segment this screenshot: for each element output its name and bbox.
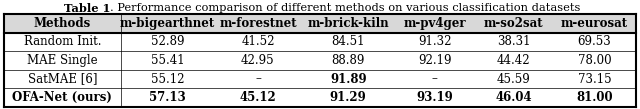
- Text: MAE Single: MAE Single: [27, 54, 98, 67]
- Text: m-so2sat: m-so2sat: [484, 17, 543, 30]
- Text: 42.95: 42.95: [241, 54, 275, 67]
- Text: 46.04: 46.04: [495, 91, 532, 104]
- Text: Methods: Methods: [34, 17, 91, 30]
- Text: 91.89: 91.89: [330, 73, 367, 86]
- Text: 92.19: 92.19: [418, 54, 451, 67]
- Text: 93.19: 93.19: [417, 91, 453, 104]
- Text: 81.00: 81.00: [576, 91, 613, 104]
- Text: 38.31: 38.31: [497, 35, 531, 48]
- Text: 45.59: 45.59: [497, 73, 531, 86]
- Text: Random Init.: Random Init.: [24, 35, 101, 48]
- Text: m-bigearthnet: m-bigearthnet: [120, 17, 215, 30]
- Text: SatMAE [6]: SatMAE [6]: [28, 73, 97, 86]
- Text: 91.32: 91.32: [418, 35, 451, 48]
- Text: –: –: [432, 73, 438, 86]
- Text: Table 1: Table 1: [64, 3, 110, 14]
- Text: m-eurosat: m-eurosat: [561, 17, 628, 30]
- Text: 69.53: 69.53: [578, 35, 611, 48]
- Text: . Performance comparison of different methods on various classification datasets: . Performance comparison of different me…: [110, 3, 580, 13]
- Text: 45.12: 45.12: [239, 91, 276, 104]
- Text: 55.41: 55.41: [151, 54, 184, 67]
- Text: –: –: [255, 73, 261, 86]
- Text: 84.51: 84.51: [332, 35, 365, 48]
- Text: m-pv4ger: m-pv4ger: [403, 17, 466, 30]
- Text: 52.89: 52.89: [151, 35, 184, 48]
- Text: 44.42: 44.42: [497, 54, 531, 67]
- Text: 91.29: 91.29: [330, 91, 367, 104]
- Text: 88.89: 88.89: [332, 54, 365, 67]
- Text: 78.00: 78.00: [578, 54, 611, 67]
- Text: 73.15: 73.15: [578, 73, 611, 86]
- Text: 55.12: 55.12: [151, 73, 184, 86]
- Bar: [4, 14, 636, 33]
- Text: 41.52: 41.52: [241, 35, 275, 48]
- Text: OFA-Net (ours): OFA-Net (ours): [12, 91, 112, 104]
- Text: m-brick-kiln: m-brick-kiln: [307, 17, 389, 30]
- Text: 57.13: 57.13: [149, 91, 186, 104]
- Text: m-forestnet: m-forestnet: [219, 17, 297, 30]
